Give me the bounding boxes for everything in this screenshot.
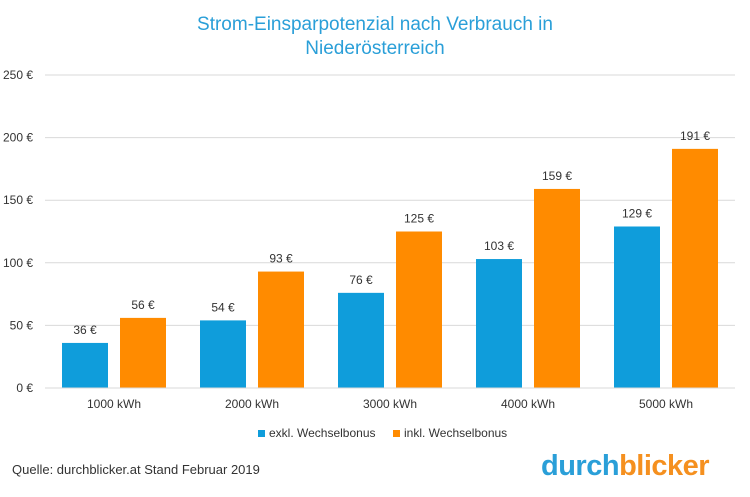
y-tick-label: 50 € <box>10 318 34 332</box>
legend-label: inkl. Wechselbonus <box>404 426 507 440</box>
x-tick-label: 1000 kWh <box>87 397 141 411</box>
y-tick-label: 250 € <box>3 68 33 82</box>
data-label: 76 € <box>349 273 373 287</box>
data-label: 56 € <box>131 298 155 312</box>
x-tick-label: 5000 kWh <box>639 397 693 411</box>
y-tick-label: 150 € <box>3 193 33 207</box>
bar-exkl <box>476 259 522 388</box>
bar-inkl <box>534 188 580 388</box>
bar-exkl <box>338 292 384 388</box>
brand-logo: durchblicker <box>541 450 710 483</box>
legend-swatch-inkl <box>393 430 400 437</box>
y-tick-label: 0 € <box>16 381 33 395</box>
data-label: 54 € <box>211 300 235 314</box>
chart-title-line-2: Niederösterreich <box>305 38 445 59</box>
bar-inkl <box>672 148 718 388</box>
x-tick-label: 3000 kWh <box>363 397 417 411</box>
logo-part-blicker: blicker <box>619 450 710 482</box>
y-tick-label: 100 € <box>3 256 33 270</box>
x-tick-label: 4000 kWh <box>501 397 555 411</box>
logo-part-durch: durch <box>541 450 620 482</box>
legend-label: exkl. Wechselbonus <box>269 426 376 440</box>
data-label: 191 € <box>680 129 710 143</box>
bar-exkl <box>614 226 660 388</box>
bar-exkl <box>62 342 108 388</box>
data-label: 36 € <box>73 323 97 337</box>
legend-swatch-exkl <box>258 430 265 437</box>
data-label: 159 € <box>542 169 572 183</box>
bar-inkl <box>258 271 304 388</box>
y-tick-label: 200 € <box>3 131 33 145</box>
source-note: Quelle: durchblicker.at Stand Februar 20… <box>12 462 260 477</box>
data-label: 93 € <box>269 252 293 266</box>
data-label: 129 € <box>622 206 652 220</box>
data-label: 125 € <box>404 212 434 226</box>
bar-inkl <box>120 317 166 388</box>
data-label: 103 € <box>484 239 514 253</box>
chart-title-line-1: Strom-Einsparpotenzial nach Verbrauch in <box>197 14 553 35</box>
x-tick-label: 2000 kWh <box>225 397 279 411</box>
bar-inkl <box>396 231 442 388</box>
bar-exkl <box>200 320 246 388</box>
